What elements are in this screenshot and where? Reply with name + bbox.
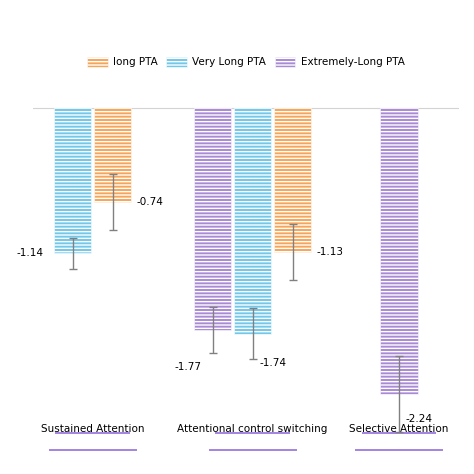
Bar (94, 108, 131, 202)
Legend: long PTA, Very Long PTA, Extremely-Long PTA: long PTA, Very Long PTA, Extremely-Long … (83, 53, 409, 72)
Text: -1.74: -1.74 (259, 358, 286, 368)
Text: -1.14: -1.14 (17, 248, 44, 258)
Text: Sustained Attention: Sustained Attention (41, 424, 145, 434)
Text: -0.74: -0.74 (137, 197, 164, 208)
Text: Selective Attention: Selective Attention (349, 424, 449, 434)
Text: -1.77: -1.77 (175, 362, 202, 372)
Bar (381, 108, 418, 394)
Bar (234, 108, 271, 334)
Bar (54, 108, 91, 254)
Text: Attentional control switching: Attentional control switching (177, 424, 328, 434)
Text: -2.24: -2.24 (406, 414, 433, 424)
Bar (274, 108, 311, 252)
Text: -1.13: -1.13 (317, 247, 344, 257)
Bar (194, 108, 231, 330)
